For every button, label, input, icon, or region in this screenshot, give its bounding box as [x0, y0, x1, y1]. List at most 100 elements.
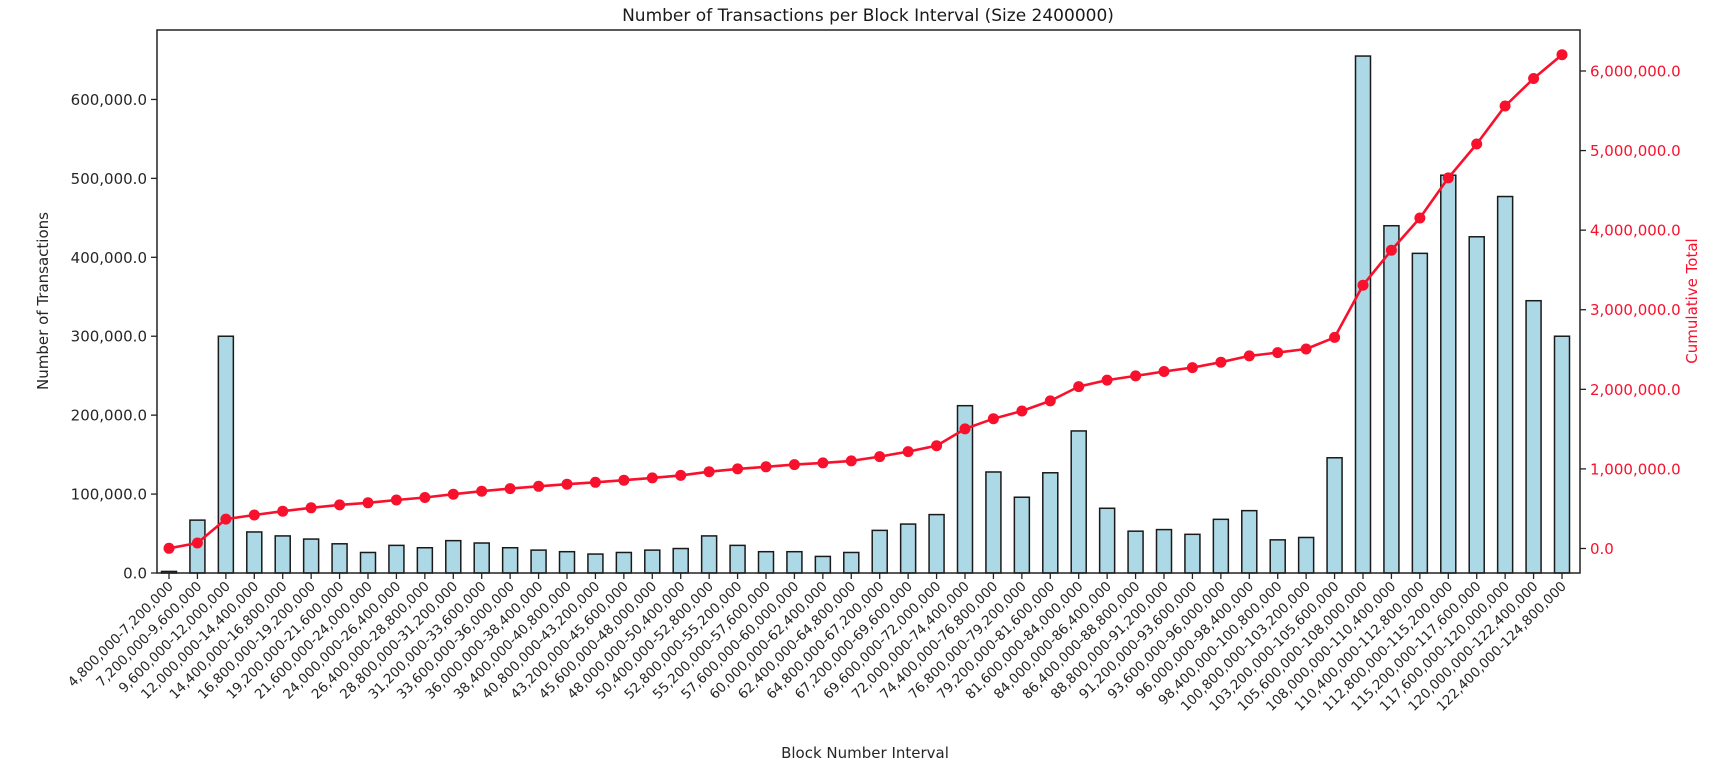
- y-tick-label-left: 300,000.0: [71, 328, 147, 346]
- cumulative-point: [646, 472, 658, 484]
- x-axis-label: Block Number Interval: [781, 744, 949, 762]
- cumulative-point: [1101, 374, 1113, 386]
- bar: [786, 550, 803, 574]
- bar: [1184, 533, 1201, 574]
- bar: [217, 335, 235, 574]
- y-tick-label-right: 6,000,000.0: [1590, 62, 1681, 80]
- cumulative-point: [931, 440, 943, 452]
- cumulative-line: [167, 53, 1564, 550]
- cumulative-point: [788, 459, 800, 471]
- bar: [1155, 528, 1173, 574]
- bar: [501, 546, 519, 574]
- y-tick-label-right: 0.0: [1590, 540, 1614, 558]
- plot-border: [156, 29, 1581, 574]
- cumulative-point: [760, 461, 772, 473]
- bar: [274, 535, 291, 574]
- bar: [473, 542, 490, 574]
- bar: [587, 553, 604, 574]
- cumulative-point: [817, 457, 829, 469]
- axis-layer: 0.0 100,000.0 200,000.0 300,000.0 400,000.0 5…: [65, 29, 1681, 715]
- cumulative-point: [1186, 362, 1198, 374]
- cumulative-point: [1442, 172, 1454, 184]
- cumulative-point: [1556, 49, 1568, 61]
- cumulative-point: [1130, 370, 1142, 382]
- cumulative-point: [533, 480, 545, 492]
- cumulative-point: [703, 466, 715, 478]
- y-tick-label-left: 600,000.0: [71, 91, 147, 109]
- y-tick-label-right: 1,000,000.0: [1590, 460, 1681, 478]
- cumulative-point: [362, 497, 374, 509]
- bar: [1269, 539, 1286, 574]
- cumulative-point: [1016, 405, 1028, 417]
- bar: [1383, 224, 1400, 574]
- cumulative-point: [675, 469, 687, 481]
- bar: [530, 549, 547, 574]
- cumulative-point: [419, 492, 431, 503]
- cumulative-point: [1471, 138, 1483, 150]
- bar: [615, 551, 633, 574]
- cumulative-point: [305, 502, 317, 514]
- bar: [814, 555, 832, 574]
- y-tick-label-right: 2,000,000.0: [1590, 381, 1681, 399]
- bar: [1070, 430, 1087, 574]
- cumulative-point: [1243, 350, 1255, 362]
- bar: [899, 523, 917, 574]
- bar: [1496, 195, 1514, 574]
- cumulative-point: [1414, 212, 1426, 224]
- y-tick-label-left: 0.0: [123, 565, 147, 583]
- y-tick-label-left: 400,000.0: [71, 249, 147, 267]
- cumulative-point: [1073, 381, 1085, 393]
- cumulative-point: [1215, 356, 1227, 368]
- cumulative-point: [220, 513, 232, 525]
- cumulative-point: [334, 499, 346, 511]
- y-tick-label-right: 5,000,000.0: [1590, 142, 1681, 160]
- bar: [359, 551, 377, 574]
- y-tick-label-left: 200,000.0: [71, 407, 147, 425]
- bar: [388, 544, 405, 574]
- cumulative-point: [191, 537, 203, 549]
- bar: [1098, 507, 1116, 574]
- y-tick-label-left: 500,000.0: [71, 170, 147, 188]
- cumulative-point: [447, 488, 459, 500]
- cumulative-point: [1329, 331, 1341, 343]
- cumulative-point: [1357, 279, 1369, 291]
- cumulative-point: [902, 446, 914, 458]
- cumulative-point: [1044, 395, 1056, 407]
- cumulative-point: [163, 542, 175, 554]
- cumulative-point: [476, 485, 488, 497]
- cumulative-point: [1158, 366, 1170, 377]
- bar: [1468, 236, 1485, 574]
- cumulative-point: [845, 455, 857, 467]
- bar: [1326, 457, 1343, 574]
- cumulative-point: [504, 483, 516, 495]
- bar: [331, 543, 348, 574]
- cumulative-point: [987, 413, 999, 425]
- y-tick-label-right: 3,000,000.0: [1590, 301, 1681, 319]
- bar: [1127, 530, 1144, 574]
- bar: [1354, 55, 1372, 574]
- bar: [416, 546, 434, 574]
- bar: [1553, 335, 1571, 574]
- bar: [1297, 536, 1315, 574]
- y-axis-label-left: Number of Transactions: [34, 212, 52, 390]
- y-tick-label-right: 4,000,000.0: [1590, 222, 1681, 240]
- bar: [1212, 518, 1230, 574]
- bar: [445, 539, 462, 574]
- cumulative-point: [390, 494, 402, 506]
- bar: [757, 550, 775, 574]
- cumulative-point: [1528, 73, 1540, 84]
- bar: [1241, 509, 1258, 574]
- y-tick-label-left: 100,000.0: [71, 486, 147, 504]
- bar: [1042, 472, 1059, 574]
- cumulative-point: [1385, 244, 1397, 256]
- bar: [246, 531, 263, 574]
- bar: [672, 547, 689, 574]
- cumulative-point: [248, 509, 260, 521]
- bar: [729, 544, 746, 574]
- cumulative-point: [1499, 100, 1511, 112]
- cumulative-point: [1272, 347, 1284, 359]
- bar: [1440, 174, 1457, 574]
- bar: [985, 471, 1002, 574]
